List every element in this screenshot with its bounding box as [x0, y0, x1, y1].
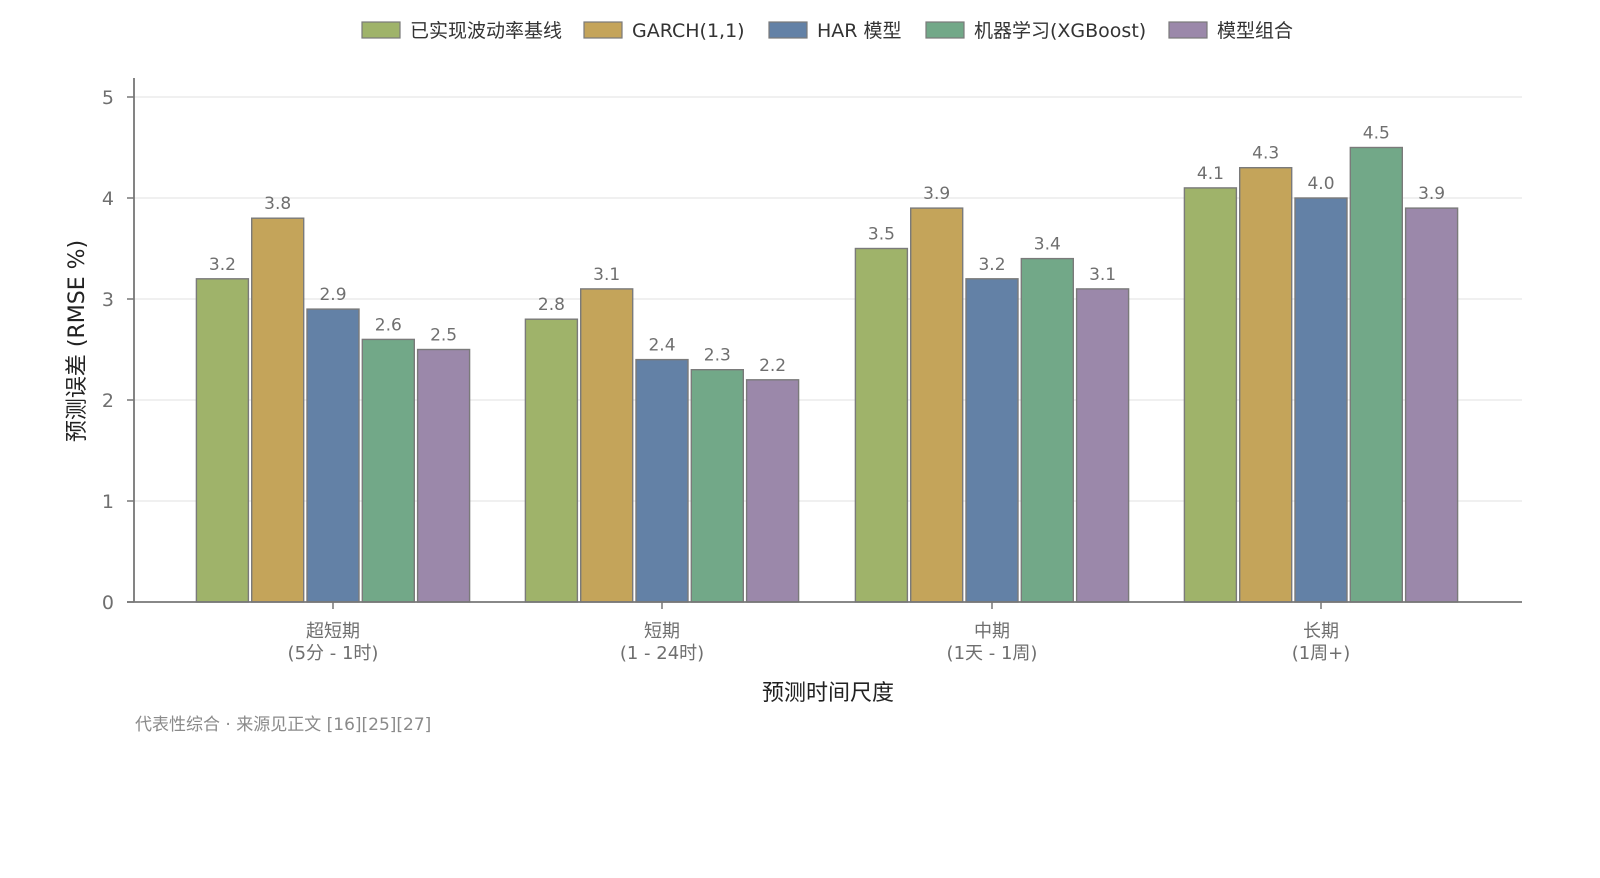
bar: [1238, 166, 1293, 603]
x-tick-label: 长期: [1303, 621, 1339, 642]
legend-label: 已实现波动率基线: [410, 20, 562, 42]
x-tick-sublabel: (1 - 24时): [620, 643, 704, 664]
data-label: 3.1: [1089, 265, 1116, 285]
data-label: 3.2: [209, 255, 236, 275]
data-label: 2.8: [538, 295, 565, 315]
bar: [195, 278, 250, 603]
data-label: 4.0: [1307, 174, 1334, 194]
y-tick-labels: 0 1 2 3 4 5: [102, 87, 134, 614]
legend-label: HAR 模型: [817, 20, 902, 42]
data-label: 2.3: [704, 346, 731, 366]
x-tick-label: 超短期: [306, 621, 360, 642]
y-tick-label: 2: [102, 390, 114, 412]
bar: [306, 308, 360, 603]
bar: [690, 369, 744, 603]
bar: [1349, 146, 1404, 603]
legend-item: GARCH(1,1): [583, 20, 745, 42]
legend-label: 模型组合: [1217, 20, 1293, 42]
data-label: 4.3: [1252, 144, 1279, 164]
legend-label: 机器学习(XGBoost): [974, 20, 1146, 42]
y-tick-label: 4: [102, 188, 114, 210]
bar: [635, 358, 689, 603]
bar: [250, 217, 305, 603]
data-label: 2.4: [648, 336, 675, 356]
bar: [524, 318, 579, 603]
bar: [1075, 288, 1130, 603]
y-tick-label: 1: [102, 491, 114, 513]
data-label: 2.6: [375, 315, 402, 335]
data-label: 2.5: [430, 326, 457, 346]
bar: [745, 379, 800, 603]
y-axis-title: 预测误差 (RMSE %): [65, 240, 90, 442]
source-note: 代表性综合 · 来源见正文 [16][25][27]: [135, 715, 431, 735]
legend-swatch: [583, 21, 623, 39]
legend-swatch: [1168, 21, 1208, 39]
data-label: 3.5: [868, 225, 895, 245]
y-tick-label: 5: [102, 87, 114, 109]
bar: [580, 288, 634, 603]
y-tick-label: 3: [102, 289, 114, 311]
data-label: 3.9: [1418, 184, 1445, 204]
data-label: 3.9: [923, 184, 950, 204]
bar: [361, 338, 415, 603]
axes: [127, 78, 1522, 603]
x-tick-label: 中期: [974, 621, 1010, 642]
x-tick-label: 短期: [644, 621, 680, 642]
data-label: 3.1: [593, 265, 620, 285]
x-tick-sublabel: (1周+): [1292, 643, 1351, 664]
data-label: 3.2: [978, 255, 1005, 275]
data-label: 3.8: [264, 194, 291, 214]
legend: 已实现波动率基线 GARCH(1,1) HAR 模型 机器学习(XGBoost) 模型组…: [361, 20, 1293, 42]
legend-item: 已实现波动率基线: [361, 20, 562, 42]
value-labels: 3.2 2.8 3.5 4.1 3.8 3.1 3.9 4.3 2.9 2.4 3.2 4.0 2.6 2…: [209, 124, 1445, 376]
legend-item: 机器学习(XGBoost): [925, 20, 1146, 42]
bars: [195, 146, 1459, 603]
bar: [910, 207, 964, 603]
legend-item: 模型组合: [1168, 20, 1293, 42]
legend-swatch: [925, 21, 965, 39]
bar: [1183, 187, 1238, 603]
y-tick-label: 0: [102, 592, 114, 614]
x-tick-labels: 超短期(5分 - 1时) 短期(1 - 24时) 中期(1天 - 1周) 长期(1周+…: [288, 602, 1351, 664]
data-label: 2.9: [319, 285, 346, 305]
data-label: 2.2: [759, 356, 786, 376]
bar: [416, 348, 471, 603]
data-label: 4.1: [1197, 164, 1224, 184]
legend-swatch: [768, 21, 808, 39]
legend-label: GARCH(1,1): [632, 20, 745, 42]
x-tick-sublabel: (1天 - 1周): [947, 643, 1038, 664]
data-label: 3.4: [1034, 235, 1061, 255]
bar: [1404, 207, 1459, 603]
x-axis-title: 预测时间尺度: [762, 681, 894, 706]
legend-swatch: [361, 21, 401, 39]
data-label: 4.5: [1363, 124, 1390, 144]
bar: [854, 247, 909, 603]
bar: [965, 278, 1019, 603]
bar: [1020, 257, 1074, 603]
bar: [1294, 197, 1348, 603]
x-tick-sublabel: (5分 - 1时): [288, 643, 379, 664]
legend-item: HAR 模型: [768, 20, 902, 42]
